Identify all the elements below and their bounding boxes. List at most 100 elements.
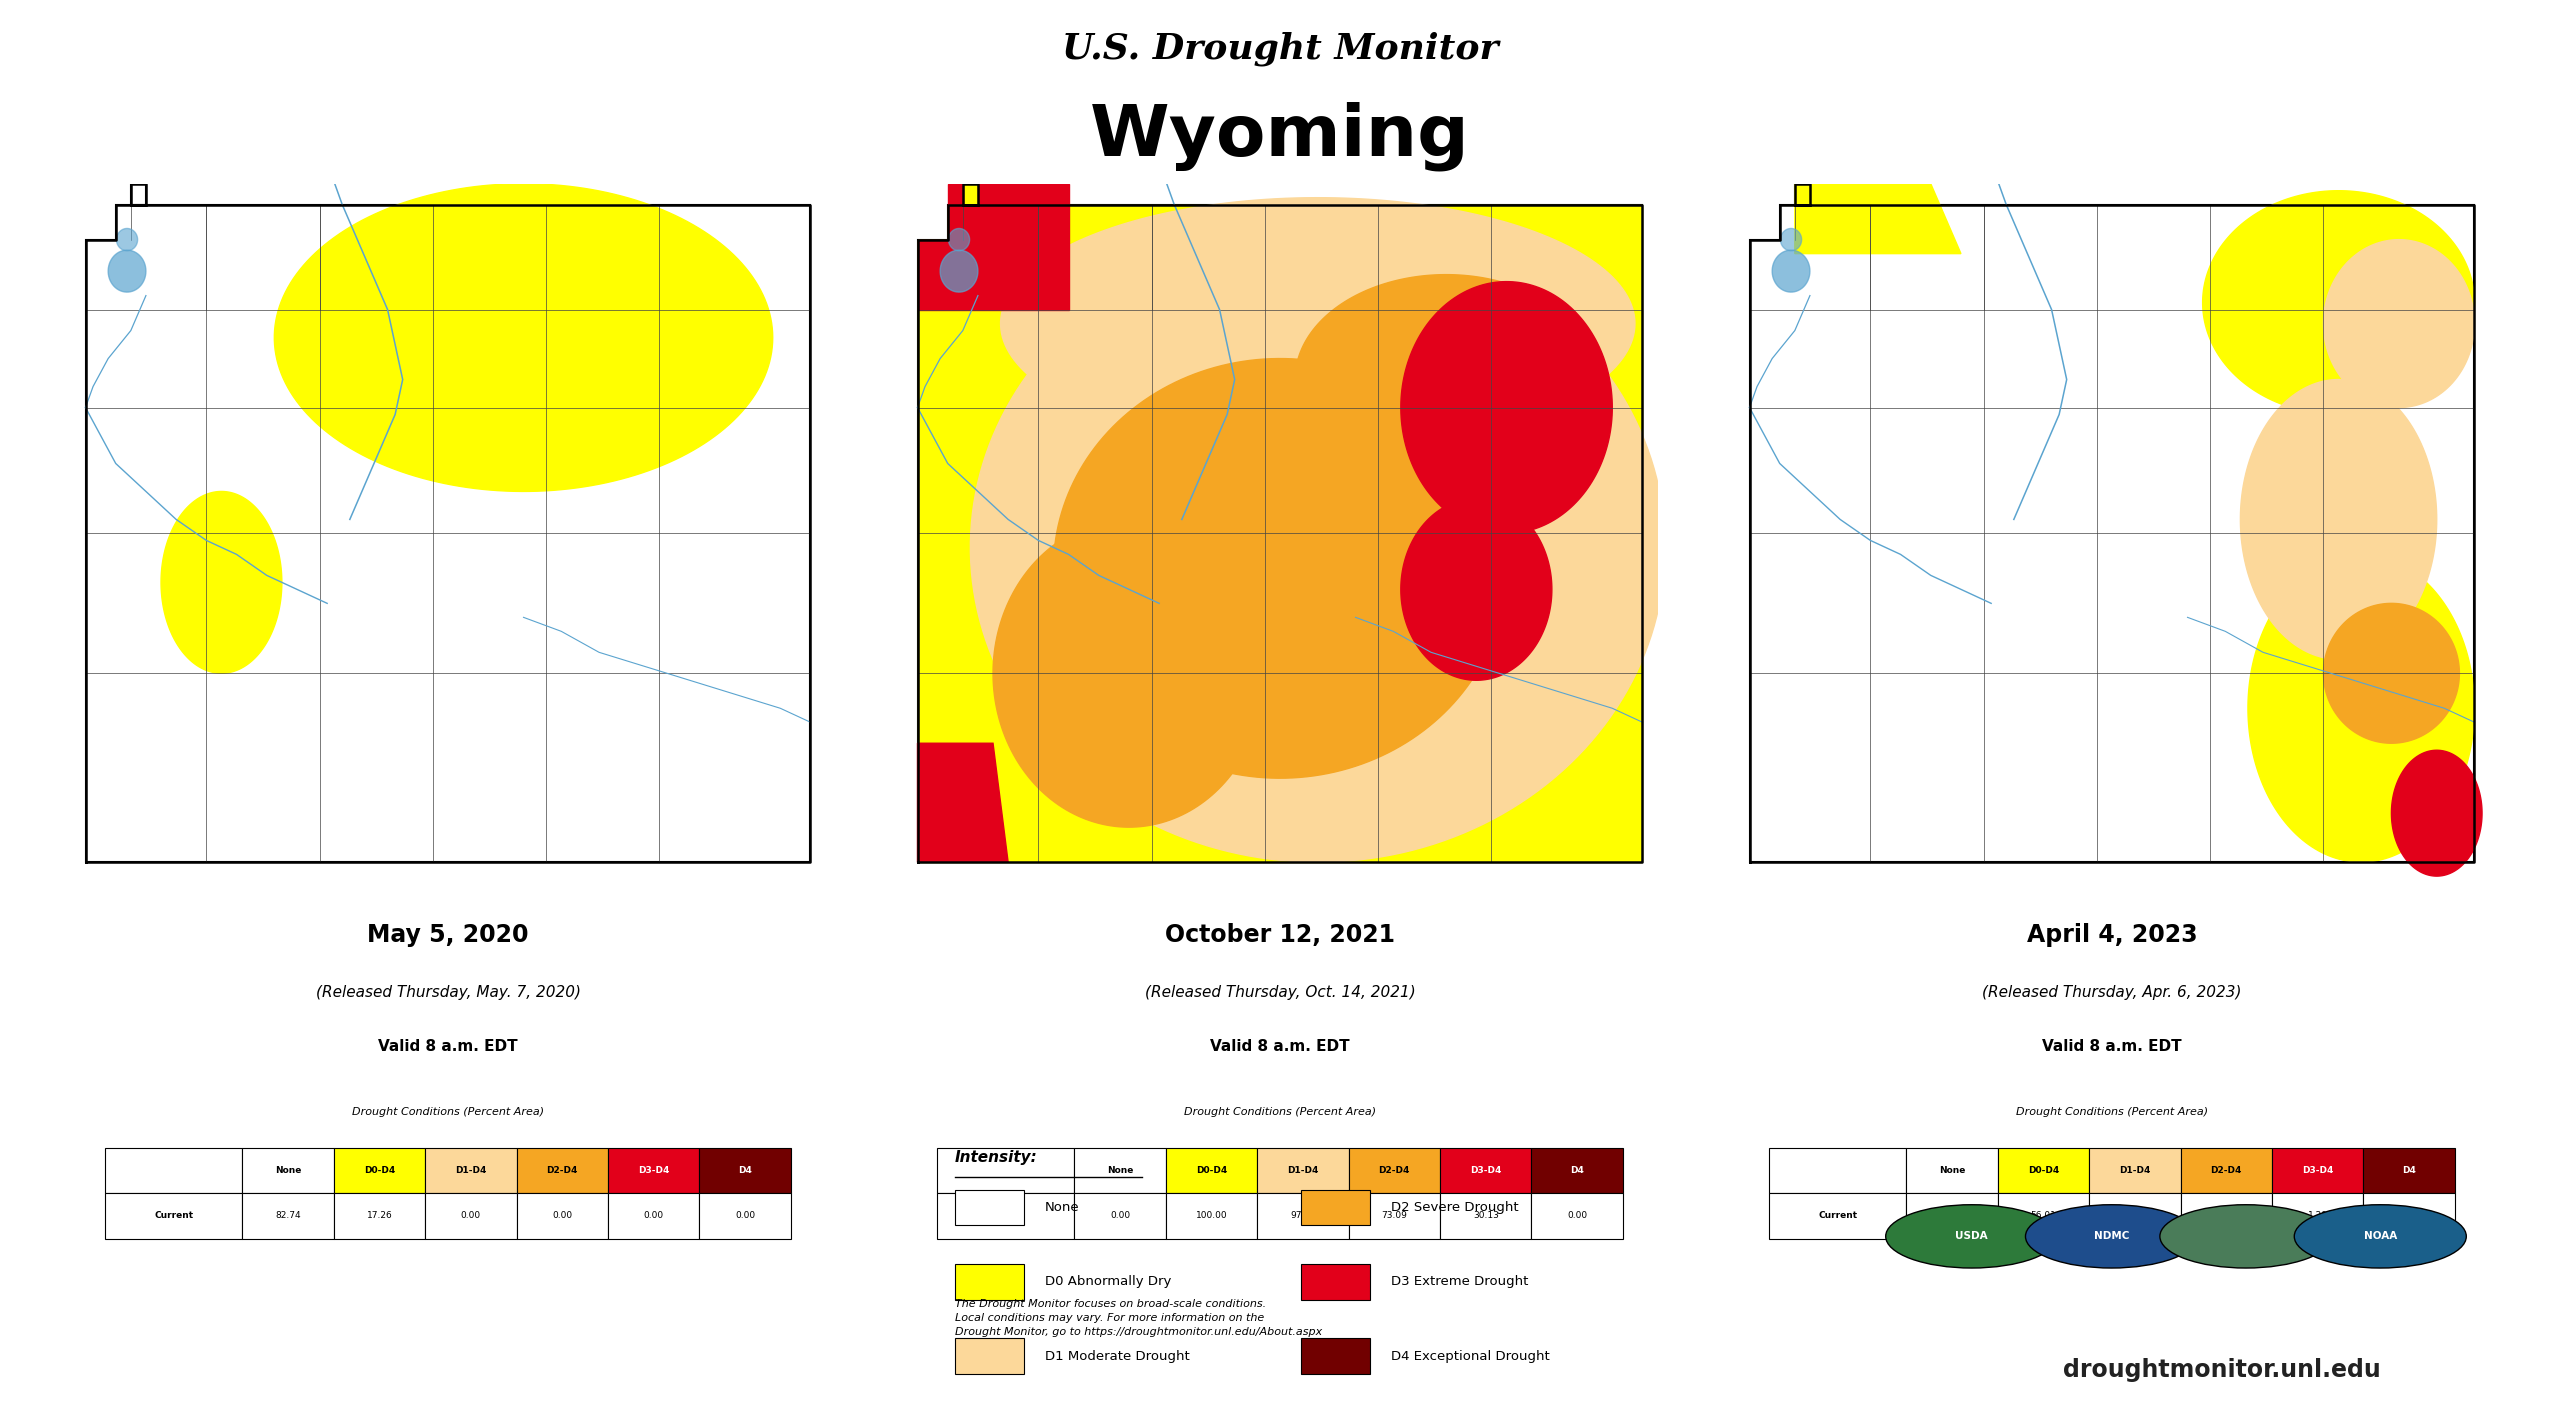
Text: D0-D4: D0-D4	[364, 1166, 394, 1174]
Polygon shape	[970, 233, 1664, 862]
Text: D2-D4: D2-D4	[1380, 1166, 1411, 1174]
Text: 30.13: 30.13	[1472, 1211, 1498, 1221]
Text: 1.29: 1.29	[2307, 1211, 2327, 1221]
Text: 31.32: 31.32	[2122, 1211, 2148, 1221]
Text: droughtmonitor.unl.edu: droughtmonitor.unl.edu	[2063, 1358, 2381, 1382]
Text: 0.00: 0.00	[1567, 1211, 1587, 1221]
Text: D1 Moderate Drought: D1 Moderate Drought	[1044, 1349, 1190, 1364]
Text: D3-D4: D3-D4	[637, 1166, 668, 1174]
Text: NDMC: NDMC	[2094, 1231, 2130, 1242]
Polygon shape	[2324, 240, 2476, 407]
Bar	[243, 1193, 333, 1239]
Bar	[1531, 1147, 1623, 1193]
Bar	[243, 1147, 333, 1193]
Bar	[2181, 1193, 2273, 1239]
Bar	[1165, 1193, 1257, 1239]
Text: Valid 8 a.m. EDT: Valid 8 a.m. EDT	[2043, 1039, 2181, 1054]
Polygon shape	[940, 250, 978, 292]
Text: 100.00: 100.00	[1196, 1211, 1226, 1221]
Polygon shape	[916, 184, 1644, 862]
Text: 56.01: 56.01	[2030, 1211, 2056, 1221]
Text: The Drought Monitor focuses on broad-scale conditions.
Local conditions may vary: The Drought Monitor focuses on broad-sca…	[955, 1299, 1324, 1337]
Text: (Released Thursday, Apr. 6, 2023): (Released Thursday, Apr. 6, 2023)	[1981, 985, 2243, 1000]
Polygon shape	[1795, 184, 1961, 253]
Bar	[1075, 1193, 1165, 1239]
Polygon shape	[916, 184, 1644, 862]
Polygon shape	[161, 492, 282, 673]
Text: D4: D4	[1569, 1166, 1585, 1174]
Text: 0.00: 0.00	[1111, 1211, 1129, 1221]
Bar	[425, 1193, 517, 1239]
Bar	[1165, 1147, 1257, 1193]
Text: Wyoming: Wyoming	[1091, 102, 1469, 171]
Text: D1-D4: D1-D4	[1288, 1166, 1318, 1174]
Polygon shape	[1782, 229, 1802, 252]
Bar	[1769, 1147, 1907, 1193]
Polygon shape	[2391, 750, 2483, 876]
Text: D4: D4	[2401, 1166, 2417, 1174]
Bar	[609, 1193, 699, 1239]
Polygon shape	[2202, 191, 2476, 414]
Bar	[2089, 1147, 2181, 1193]
Bar	[1441, 1147, 1531, 1193]
Text: USDA: USDA	[1956, 1231, 1989, 1242]
Polygon shape	[1748, 184, 2476, 862]
Text: D4: D4	[737, 1166, 753, 1174]
Text: 0.00: 0.00	[2399, 1211, 2419, 1221]
Circle shape	[2025, 1205, 2196, 1267]
Text: 0.00: 0.00	[461, 1211, 481, 1221]
Bar	[609, 1147, 699, 1193]
Polygon shape	[274, 184, 773, 492]
Bar	[105, 1193, 243, 1239]
Text: None: None	[274, 1166, 302, 1174]
Bar	[937, 1193, 1075, 1239]
Text: D2-D4: D2-D4	[548, 1166, 579, 1174]
Polygon shape	[950, 229, 970, 252]
Bar	[1349, 1147, 1441, 1193]
Text: Drought Conditions (Percent Area): Drought Conditions (Percent Area)	[2015, 1106, 2209, 1118]
Bar	[1907, 1193, 1997, 1239]
Bar	[1257, 1147, 1349, 1193]
Bar	[2089, 1193, 2181, 1239]
Text: 8.92: 8.92	[2217, 1211, 2237, 1221]
Bar	[105, 1147, 243, 1193]
Text: (Released Thursday, Oct. 14, 2021): (Released Thursday, Oct. 14, 2021)	[1144, 985, 1416, 1000]
Bar	[955, 1190, 1024, 1225]
Text: D4 Exceptional Drought: D4 Exceptional Drought	[1390, 1349, 1549, 1364]
Text: 0.00: 0.00	[553, 1211, 573, 1221]
Text: Valid 8 a.m. EDT: Valid 8 a.m. EDT	[379, 1039, 517, 1054]
Text: 43.99: 43.99	[1938, 1211, 1966, 1221]
Circle shape	[2294, 1205, 2465, 1267]
Text: None: None	[1938, 1166, 1966, 1174]
Bar	[1997, 1147, 2089, 1193]
Bar	[699, 1193, 791, 1239]
Bar	[2363, 1147, 2455, 1193]
Bar	[2181, 1147, 2273, 1193]
Text: D0-D4: D0-D4	[2028, 1166, 2058, 1174]
Bar	[1769, 1193, 1907, 1239]
Text: Current: Current	[1818, 1211, 1856, 1221]
Text: D1-D4: D1-D4	[2120, 1166, 2150, 1174]
Polygon shape	[118, 229, 138, 252]
Bar	[1257, 1193, 1349, 1239]
Polygon shape	[2248, 554, 2476, 862]
Text: D3 Extreme Drought: D3 Extreme Drought	[1390, 1276, 1528, 1289]
Text: 73.09: 73.09	[1382, 1211, 1408, 1221]
Polygon shape	[108, 250, 146, 292]
Text: None: None	[1106, 1166, 1134, 1174]
Bar	[1300, 1265, 1370, 1300]
Text: D1-D4: D1-D4	[456, 1166, 486, 1174]
Text: None: None	[1044, 1201, 1080, 1214]
Bar	[2273, 1193, 2363, 1239]
Polygon shape	[1001, 198, 1636, 449]
Bar	[425, 1147, 517, 1193]
Circle shape	[2161, 1205, 2332, 1267]
Bar	[1997, 1193, 2089, 1239]
Text: Intensity:: Intensity:	[955, 1150, 1037, 1164]
Polygon shape	[916, 743, 1009, 862]
Bar	[1907, 1147, 1997, 1193]
Polygon shape	[2324, 603, 2460, 743]
Bar	[699, 1147, 791, 1193]
Text: D3-D4: D3-D4	[2301, 1166, 2332, 1174]
Bar	[2273, 1147, 2363, 1193]
